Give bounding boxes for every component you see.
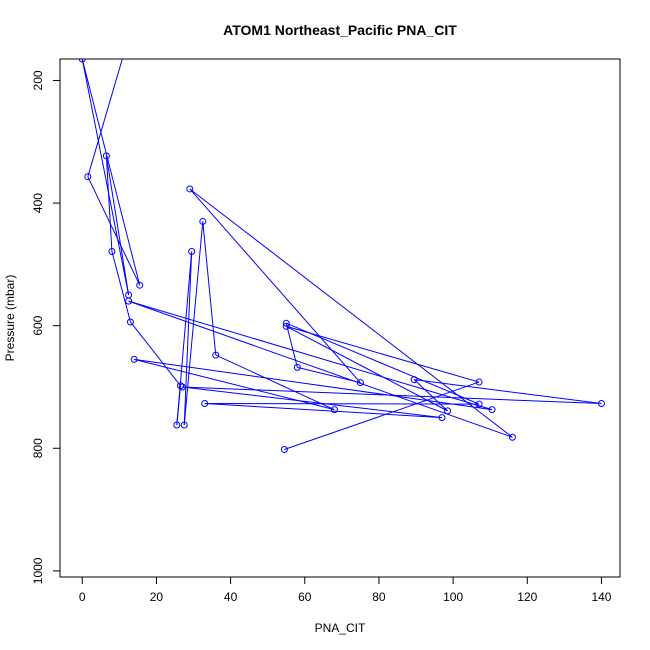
series-segment <box>204 403 443 419</box>
x-axis-label: PNA_CIT <box>315 621 366 635</box>
data-point <box>488 406 496 414</box>
series-segment <box>130 321 181 387</box>
data-point <box>410 376 418 384</box>
x-tick-label: 140 <box>591 590 611 604</box>
series-segment <box>286 325 480 383</box>
data-point <box>188 247 196 255</box>
y-tick-label: 1000 <box>31 557 45 584</box>
series-segment <box>297 366 361 384</box>
data-point <box>330 406 338 414</box>
data-point <box>136 281 144 289</box>
series-segment <box>183 251 193 425</box>
series-segment <box>284 381 480 450</box>
series-segment <box>87 59 123 177</box>
x-tick-label: 60 <box>298 590 312 604</box>
data-point <box>475 400 483 408</box>
series-segment <box>215 354 335 411</box>
data-point <box>178 383 186 391</box>
series-segment <box>413 379 448 412</box>
series-segment <box>128 300 513 438</box>
y-axis: 200 400 600 800 1000 <box>31 70 60 584</box>
series-segment <box>81 59 130 296</box>
series-segment <box>111 251 131 323</box>
series-segment <box>105 155 130 296</box>
y-axis-label: Pressure (mbar) <box>3 275 17 362</box>
data-point <box>444 407 452 415</box>
data-point <box>130 355 138 363</box>
data-point <box>125 297 133 305</box>
series-segment <box>134 358 493 411</box>
series-segment <box>134 358 335 411</box>
data-point <box>126 318 134 326</box>
series-segment <box>285 325 448 412</box>
data-point <box>212 351 220 359</box>
series-segment <box>189 188 513 438</box>
data-point <box>84 173 92 181</box>
y-tick-label: 200 <box>31 70 45 90</box>
data-point <box>282 319 290 327</box>
x-tick-label: 80 <box>372 590 386 604</box>
data-point <box>280 445 288 453</box>
series-segment <box>202 221 217 356</box>
series-segment <box>105 155 113 252</box>
series-segment <box>87 176 141 286</box>
y-tick-label: 600 <box>31 315 45 335</box>
x-axis: 0 20 40 60 80 100 120 140 <box>79 577 612 604</box>
data-point <box>177 382 185 390</box>
data-point <box>180 421 188 429</box>
series-segment <box>204 403 480 405</box>
data-point <box>78 59 86 63</box>
data-point <box>282 322 290 330</box>
series-segment <box>182 386 602 405</box>
series-segment <box>176 251 193 426</box>
series-segment <box>183 221 204 426</box>
data-point <box>199 217 207 225</box>
data-point <box>201 400 209 408</box>
series-segment <box>81 59 141 286</box>
data-point <box>438 414 446 422</box>
x-tick-label: 40 <box>224 590 238 604</box>
data-point <box>508 433 516 441</box>
chart-title: ATOM1 Northeast_Pacific PNA_CIT <box>223 22 457 38</box>
series-segment <box>182 386 443 419</box>
data-point <box>186 185 194 193</box>
data-point <box>108 247 116 255</box>
data-point <box>126 35 132 41</box>
y-tick-label: 400 <box>31 193 45 213</box>
series-segment <box>285 323 298 368</box>
x-tick-label: 100 <box>443 590 463 604</box>
data-point <box>475 378 483 386</box>
series-segment <box>128 300 493 411</box>
data-point <box>293 363 301 371</box>
data-point <box>173 421 181 429</box>
series-segment <box>414 379 602 405</box>
y-tick-label: 800 <box>31 438 45 458</box>
series-layer <box>78 35 605 453</box>
series-segment <box>286 322 480 405</box>
data-point <box>356 379 364 387</box>
x-tick-label: 0 <box>79 590 86 604</box>
data-point <box>102 152 110 160</box>
x-tick-label: 20 <box>150 590 164 604</box>
data-point <box>597 400 605 408</box>
plot-frame <box>59 58 621 578</box>
x-tick-label: 120 <box>517 590 537 604</box>
